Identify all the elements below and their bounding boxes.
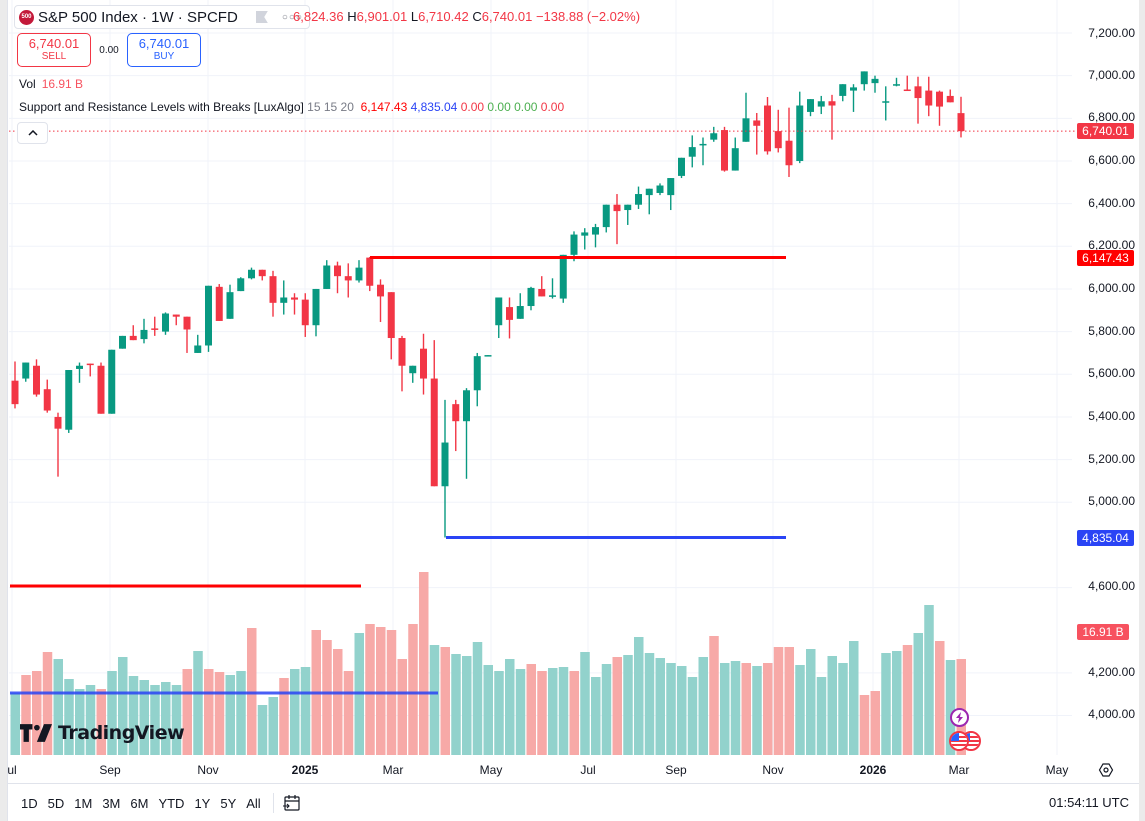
price-axis-label: 5,200.00 xyxy=(1088,452,1135,466)
time-axis-label: Mar xyxy=(948,763,970,777)
chart-settings-icon[interactable] xyxy=(1098,762,1114,778)
time-axis-label: Jul xyxy=(580,763,596,777)
trade-buttons: 6,740.01 SELL 0.00 6,740.01 BUY xyxy=(17,33,201,67)
indicator-params: 15 15 20 xyxy=(307,100,354,114)
change-value: −138.88 (−2.02%) xyxy=(535,9,641,24)
range-button-1y[interactable]: 1Y xyxy=(194,795,211,811)
buy-label: BUY xyxy=(153,51,175,62)
us-economic-event-icon[interactable] xyxy=(949,731,969,751)
indicator-value-4: 0.00 xyxy=(540,100,565,114)
lightning-event-icon[interactable] xyxy=(950,708,969,727)
go-to-date-icon[interactable] xyxy=(282,794,302,812)
open-value: 6,824.36 xyxy=(293,9,344,24)
price-axis-label: 6,200.00 xyxy=(1088,238,1135,252)
collapse-legend-button[interactable] xyxy=(17,122,48,144)
support-price-tag: 4,835.04 xyxy=(1077,530,1134,546)
price-axis-label: 5,000.00 xyxy=(1088,494,1135,508)
range-button-1m[interactable]: 1M xyxy=(74,795,93,811)
indicator-value-3: 0.00 xyxy=(514,100,538,114)
volume-value: 16.91 B xyxy=(41,77,84,91)
time-axis-label: May xyxy=(1045,763,1069,777)
price-axis-label: 4,600.00 xyxy=(1088,579,1135,593)
grid-lines xyxy=(9,0,1072,755)
high-value: 6,901.01 xyxy=(356,9,408,24)
time-axis-label: Sep xyxy=(665,763,687,777)
price-axis-label: 7,200.00 xyxy=(1088,26,1135,40)
symbol-legend[interactable]: 500 S&P 500 Index · 1W · SPCFD ○○○ xyxy=(14,5,310,29)
range-button-5d[interactable]: 5D xyxy=(47,795,65,811)
sell-label: SELL xyxy=(41,51,67,62)
bottom-divider xyxy=(8,783,1139,784)
ohlc-values: 6,824.36 H6,901.01 L6,710.42 C6,740.01 −… xyxy=(293,9,640,24)
price-axis-label: 4,000.00 xyxy=(1088,707,1135,721)
price-axis-label: 6,000.00 xyxy=(1088,281,1135,295)
right-scrollbar[interactable] xyxy=(1139,0,1145,821)
time-axis-label: Mar xyxy=(382,763,404,777)
indicator-value-2: 0.00 xyxy=(487,100,511,114)
low-label: L xyxy=(410,9,419,24)
price-axis-label: 5,600.00 xyxy=(1088,366,1135,380)
price-axis-label: 5,400.00 xyxy=(1088,409,1135,423)
price-axis-label: 6,800.00 xyxy=(1088,110,1135,124)
tradingview-watermark[interactable]: TradingView xyxy=(20,722,185,744)
flag-icon[interactable] xyxy=(255,11,268,23)
time-axis-label: 2026 xyxy=(859,763,887,777)
price-axis-label: 4,200.00 xyxy=(1088,665,1135,679)
indicator-name: Support and Resistance Levels with Break… xyxy=(19,100,304,114)
time-axis-label: ul xyxy=(7,763,17,777)
close-label: C xyxy=(472,9,482,24)
symbol-title[interactable]: S&P 500 Index · 1W · SPCFD xyxy=(38,8,238,26)
sell-price: 6,740.01 xyxy=(28,36,80,51)
high-label: H xyxy=(347,9,357,24)
date-range-toolbar: 1D 5D 1M 3M 6M YTD 1Y 5Y All xyxy=(17,793,302,813)
low-value: 6,710.42 xyxy=(418,9,469,24)
indicator-legend[interactable]: Support and Resistance Levels with Break… xyxy=(19,100,564,114)
candlesticks[interactable] xyxy=(11,71,965,538)
close-value: 6,740.01 xyxy=(481,9,533,24)
range-button-1d[interactable]: 1D xyxy=(21,795,38,811)
left-border xyxy=(0,0,8,821)
tradingview-logo-icon xyxy=(20,724,52,742)
volume-label: Vol xyxy=(19,77,36,91)
range-button-ytd[interactable]: YTD xyxy=(158,795,185,811)
volume-price-tag: 16.91 B xyxy=(1077,624,1129,640)
toolbar-separator xyxy=(272,793,274,813)
sell-button[interactable]: 6,740.01 SELL xyxy=(17,33,91,67)
indicator-value-1: 0.00 xyxy=(460,100,485,114)
time-axis-label: Nov xyxy=(197,763,219,777)
chevron-up-icon xyxy=(27,130,38,136)
buy-price: 6,740.01 xyxy=(138,36,190,51)
range-button-6m[interactable]: 6M xyxy=(130,795,149,811)
range-button-all[interactable]: All xyxy=(246,795,261,811)
time-axis-label: 2025 xyxy=(291,763,319,777)
symbol-logo-icon: 500 xyxy=(19,9,34,25)
last-price-tag: 6,740.01 xyxy=(1077,123,1134,139)
resistance-value: 6,147.43 xyxy=(360,100,408,114)
price-axis-label: 6,400.00 xyxy=(1088,196,1135,210)
time-axis-label: May xyxy=(479,763,503,777)
range-button-5y[interactable]: 5Y xyxy=(220,795,237,811)
spread-value: 0.00 xyxy=(99,44,119,56)
time-axis-label: Nov xyxy=(762,763,784,777)
price-axis-label: 7,000.00 xyxy=(1088,68,1135,82)
time-axis-label: Sep xyxy=(99,763,121,777)
support-value: 4,835.04 xyxy=(410,100,458,114)
resistance-price-tag: 6,147.43 xyxy=(1077,250,1134,266)
buy-button[interactable]: 6,740.01 BUY xyxy=(127,33,201,67)
range-button-3m[interactable]: 3M xyxy=(102,795,121,811)
utc-clock[interactable]: 01:54:11 UTC xyxy=(1049,795,1129,810)
volume-legend[interactable]: Vol 16.91 B xyxy=(19,77,83,91)
price-axis-label: 5,800.00 xyxy=(1088,324,1135,338)
price-axis-label: 6,600.00 xyxy=(1088,153,1135,167)
watermark-text: TradingView xyxy=(58,722,185,744)
more-options-icon[interactable]: ○○○ xyxy=(281,11,303,23)
